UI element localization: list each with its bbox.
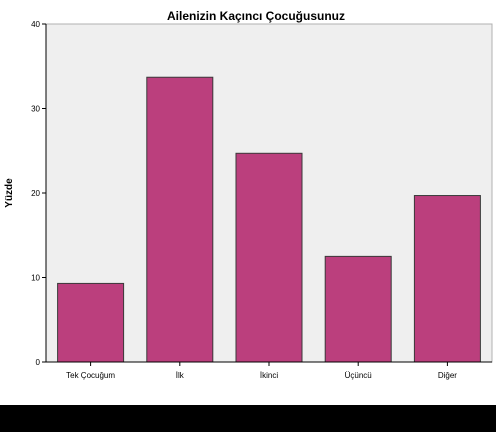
bar-2 bbox=[235, 152, 303, 363]
y-tick-label: 10 bbox=[31, 274, 40, 283]
y-tick-label: 0 bbox=[36, 358, 41, 367]
x-tick-label: İlk bbox=[176, 371, 185, 380]
x-tick-label: Diğer bbox=[438, 371, 457, 380]
x-tick-label: Üçüncü bbox=[345, 371, 372, 380]
bars-group bbox=[57, 76, 481, 363]
bar-3 bbox=[324, 255, 392, 363]
x-tick-label: İkinci bbox=[260, 371, 278, 380]
y-tick-label: 30 bbox=[31, 105, 40, 114]
bottom-black-bar bbox=[0, 405, 496, 432]
chart-title: Ailenizin Kaçıncı Çocuğusunuz bbox=[167, 9, 345, 23]
x-tick-label: Tek Çocuğum bbox=[66, 371, 115, 380]
y-tick-label: 20 bbox=[31, 189, 40, 198]
bar-0 bbox=[57, 282, 125, 363]
bar-1 bbox=[146, 76, 214, 363]
x-axis-ticks: Tek Çocuğum İlk İkinci Üçüncü Diğer bbox=[66, 362, 457, 380]
y-axis-ticks: 0 10 20 30 40 bbox=[31, 20, 46, 367]
y-axis-title: Yüzde bbox=[4, 178, 15, 208]
y-tick-label: 40 bbox=[31, 20, 40, 29]
bar-4 bbox=[413, 195, 481, 363]
